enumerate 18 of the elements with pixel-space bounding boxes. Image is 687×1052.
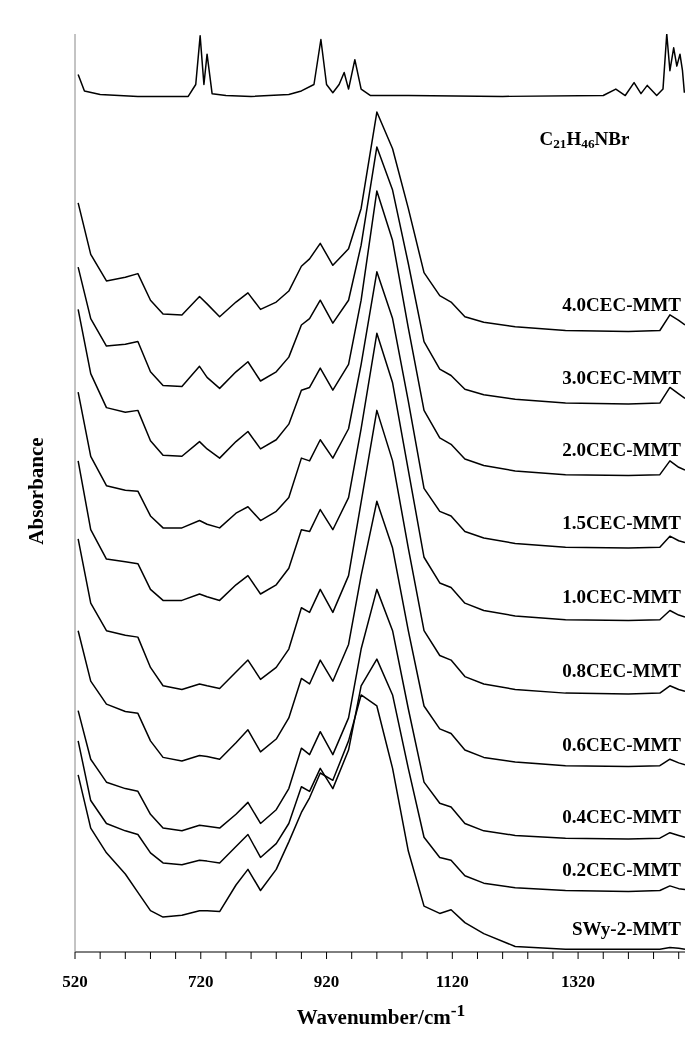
series-label: 4.0CEC-MMT xyxy=(562,294,682,316)
y-axis-title: Absorbance xyxy=(23,437,49,545)
series-label: C$_{21}$H$_{46}$NBr xyxy=(539,127,630,151)
x-tick-label: 1120 xyxy=(435,972,469,992)
series-label: 0.8CEC-MMT xyxy=(562,660,682,682)
x-tick-label: 1320 xyxy=(561,972,596,992)
series-label: 3.0CEC-MMT xyxy=(562,367,682,389)
x-tick-label: 720 xyxy=(188,972,214,992)
x-tick-label: 520 xyxy=(62,972,88,992)
x-axis-title: Wavenumber/cm$^{-1}$ xyxy=(295,1000,467,1030)
series-label: SWy-2-MMT xyxy=(571,918,682,940)
series-label: 0.2CEC-MMT xyxy=(562,858,682,880)
series-label: 1.0CEC-MMT xyxy=(562,585,682,607)
series-label: 0.6CEC-MMT xyxy=(562,733,682,755)
series-label: 1.5CEC-MMT xyxy=(562,511,682,533)
series-label: 0.4CEC-MMT xyxy=(562,806,682,828)
x-tick-label: 920 xyxy=(313,972,340,992)
series-label: 2.0CEC-MMT xyxy=(562,439,682,461)
